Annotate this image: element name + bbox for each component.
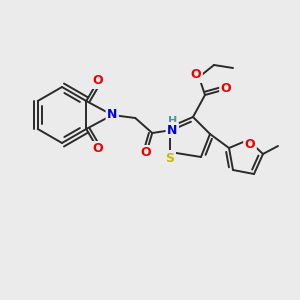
Text: O: O (191, 68, 201, 82)
Text: S: S (166, 152, 175, 164)
Text: O: O (221, 82, 231, 94)
Text: O: O (140, 146, 151, 160)
Text: N: N (107, 109, 117, 122)
Text: O: O (92, 142, 103, 155)
Text: O: O (245, 139, 255, 152)
Text: N: N (167, 124, 177, 136)
Text: O: O (92, 74, 103, 88)
Text: H: H (168, 116, 177, 126)
